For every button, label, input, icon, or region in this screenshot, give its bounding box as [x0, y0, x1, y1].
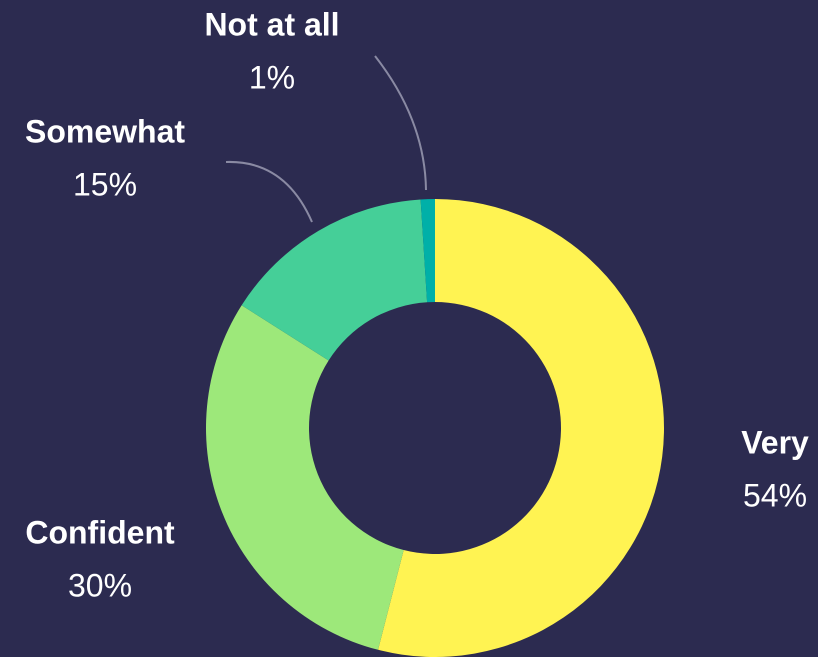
category-label: Somewhat	[25, 113, 185, 149]
donut-segment	[206, 305, 404, 650]
leader-line	[225, 160, 313, 223]
leader-line	[374, 55, 427, 191]
donut-segment	[420, 199, 435, 303]
category-label: Not at all	[204, 6, 339, 42]
category-label: Confident	[25, 514, 175, 550]
value-label: 54%	[743, 477, 807, 513]
donut-segment	[241, 199, 428, 361]
value-label: 1%	[249, 59, 295, 95]
value-label: 15%	[73, 166, 137, 202]
value-label: 30%	[68, 567, 132, 603]
category-label: Very	[741, 424, 809, 460]
donut-segment	[378, 199, 664, 657]
